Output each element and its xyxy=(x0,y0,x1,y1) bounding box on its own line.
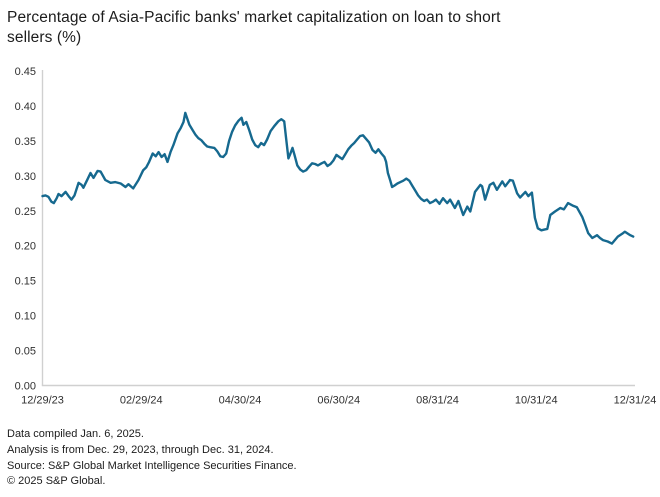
footnote-data-compiled: Data compiled Jan. 6, 2025. xyxy=(7,428,144,440)
y-tick-label: 0.25 xyxy=(15,206,36,218)
chart-title: Percentage of Asia-Pacific banks' market… xyxy=(7,8,501,48)
footnote-source: Source: S&P Global Market Intelligence S… xyxy=(7,459,297,472)
x-tick-label: 12/31/24 xyxy=(614,395,657,407)
y-tick-label: 0.00 xyxy=(15,381,36,393)
x-tick-label: 10/31/24 xyxy=(515,395,558,407)
line-chart-plot: 0.00 0.05 0.10 0.15 0.20 0.25 0.30 0.35 0.40 0.45… xyxy=(15,66,657,407)
y-tick-label: 0.20 xyxy=(15,241,36,253)
y-tick-label: 0.05 xyxy=(15,346,36,358)
chart-title-line2: sellers (%) xyxy=(7,29,82,46)
y-tick-label: 0.45 xyxy=(15,66,36,78)
x-tick-label: 02/29/24 xyxy=(120,395,163,407)
x-tick-label: 06/30/24 xyxy=(317,395,360,407)
y-tick-label: 0.30 xyxy=(15,171,36,183)
y-tick-label: 0.15 xyxy=(15,276,36,288)
footnote-copyright: © 2025 S&P Global. xyxy=(7,475,106,488)
x-tick-label: 12/29/23 xyxy=(21,395,64,407)
chart-title-line1: Percentage of Asia-Pacific banks' market… xyxy=(7,9,501,26)
y-tick-label: 0.35 xyxy=(15,136,36,148)
y-tick-label: 0.10 xyxy=(15,311,36,323)
x-tick-label: 08/31/24 xyxy=(416,395,459,407)
data-series-line xyxy=(41,111,635,245)
x-tick-label: 04/30/24 xyxy=(219,395,262,407)
footnote-analysis-period: Analysis is from Dec. 29, 2023, through … xyxy=(7,443,274,456)
y-tick-label: 0.40 xyxy=(15,101,36,113)
footnotes: Data compiled Jan. 6, 2025. Analysis is … xyxy=(7,427,297,490)
